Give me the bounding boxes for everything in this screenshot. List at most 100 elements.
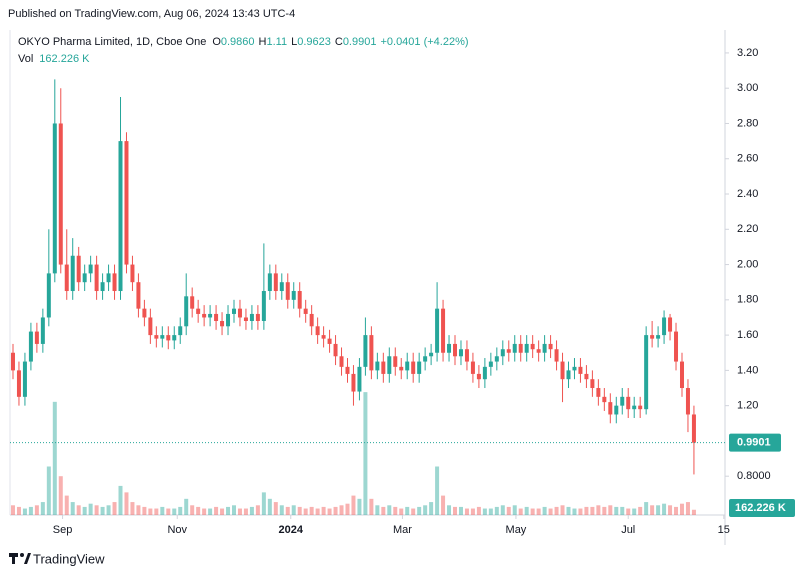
candle-body <box>136 282 141 309</box>
volume-bar <box>154 508 159 515</box>
volume-bar <box>130 502 135 515</box>
volume-bar <box>429 502 434 515</box>
volume-bar <box>554 506 559 515</box>
x-tick-label: Nov <box>167 524 187 536</box>
candle-body <box>226 313 231 327</box>
volume-bar <box>136 505 141 515</box>
volume-bar <box>351 495 356 515</box>
candle-body <box>166 335 171 341</box>
volume-bar <box>166 508 171 515</box>
y-tick-label: 2.60 <box>737 153 758 165</box>
candle-body <box>482 366 487 380</box>
candle-body <box>267 273 272 292</box>
volume-bar <box>70 502 75 515</box>
candle-body <box>393 356 398 367</box>
candle-body <box>632 405 637 410</box>
candle-body <box>34 331 39 344</box>
ohlc-key: L <box>291 36 297 48</box>
volume-bar <box>363 392 368 515</box>
candle-body <box>285 282 290 300</box>
candle-body <box>237 308 242 318</box>
candle-body <box>685 388 690 415</box>
candle-body <box>40 317 45 344</box>
volume-bar <box>488 508 493 515</box>
volume-bar <box>458 506 463 515</box>
volume-legend: Vol 162.226 K <box>18 53 90 65</box>
candle-body <box>184 296 189 327</box>
ohlc-value: 0.9901 <box>343 36 377 48</box>
candle-body <box>291 291 296 300</box>
candle-body <box>464 349 469 362</box>
volume-bar <box>524 506 529 515</box>
volume-bar <box>261 492 266 515</box>
legend: OKYO Pharma Limited, 1D, Cboe One O0.9860… <box>18 36 469 48</box>
candle-body <box>315 326 320 336</box>
volume-bar <box>482 508 487 515</box>
candle-body <box>231 308 236 314</box>
candle-body <box>273 273 278 292</box>
candle-body <box>488 361 493 367</box>
volume-bar <box>668 505 673 515</box>
volume-value: 162.226 K <box>39 53 90 65</box>
candle-body <box>638 405 643 410</box>
volume-bar <box>620 506 625 515</box>
volume-bar <box>82 506 87 515</box>
volume-bar <box>584 506 589 515</box>
volume-bar <box>405 506 410 515</box>
y-tick-label: 1.60 <box>737 329 758 341</box>
candle-body <box>243 317 248 321</box>
volume-bar <box>435 466 440 515</box>
candle-body <box>100 282 105 292</box>
y-tick-label: 1.40 <box>737 364 758 376</box>
volume-bar <box>34 505 39 515</box>
candle-body <box>441 308 446 353</box>
candle-body <box>668 317 673 332</box>
candle-body <box>106 273 111 283</box>
volume-bar <box>160 506 165 515</box>
volume-bar <box>608 505 613 515</box>
candles <box>10 79 696 475</box>
candle-body <box>375 361 380 371</box>
volume-bar <box>536 508 541 515</box>
y-tick-label: 2.20 <box>737 223 758 235</box>
ohlc-key: O <box>212 36 221 48</box>
candle-body <box>548 343 553 350</box>
volume-bar <box>255 505 260 515</box>
candle-body <box>208 313 213 318</box>
x-tick-label: 15 <box>718 524 730 536</box>
volume-bar <box>64 495 69 515</box>
candle-body <box>524 343 529 353</box>
price-badge-label: 0.9901 <box>737 437 771 449</box>
price-badge <box>729 433 781 452</box>
candle-body <box>536 349 541 353</box>
volume-bar <box>16 506 21 515</box>
volume-bar <box>626 508 631 515</box>
volume-bar <box>303 508 308 515</box>
volume-bar <box>566 506 571 515</box>
volume-bar <box>423 505 428 515</box>
volume-bar <box>100 506 105 515</box>
x-tick-label: May <box>506 524 527 536</box>
volume-bar <box>124 492 129 515</box>
volume-bar <box>644 502 649 515</box>
volume-bar <box>691 509 696 515</box>
candle-body <box>494 356 499 362</box>
candle-body <box>327 338 332 344</box>
x-tick-label: Mar <box>393 524 412 536</box>
volume-bar <box>500 505 505 515</box>
candle-body <box>572 366 577 371</box>
y-tick-label: 1.80 <box>737 294 758 306</box>
y-tick-label: 3.20 <box>737 47 758 59</box>
volume-bar <box>231 505 236 515</box>
change: +0.0401 (+4.22%) <box>380 36 468 48</box>
ohlc-value: 0.9860 <box>221 36 255 48</box>
logo <box>9 553 31 564</box>
volume-bar <box>417 506 422 515</box>
candle-body <box>214 313 219 321</box>
volume-bar <box>447 505 452 515</box>
volume-bar <box>315 508 320 515</box>
volume-bar <box>596 505 601 515</box>
volume-bar <box>333 506 338 515</box>
volume-bar <box>237 508 242 515</box>
candle-body <box>596 388 601 397</box>
